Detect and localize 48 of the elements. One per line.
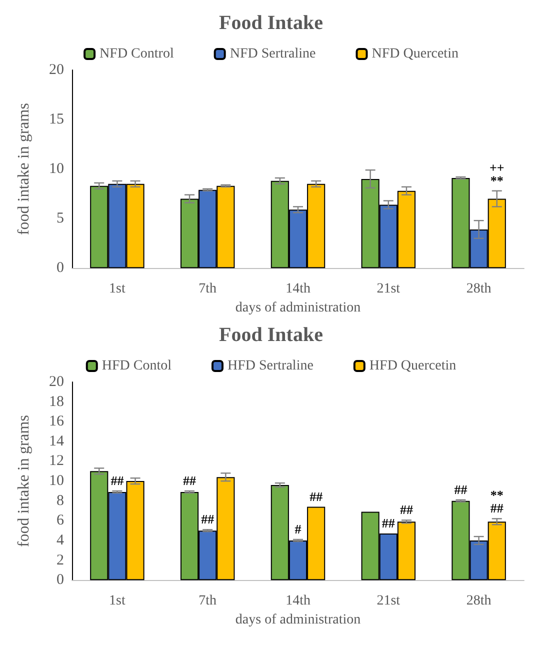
y-tick-label: 18 bbox=[49, 394, 64, 410]
y-tick-label: 15 bbox=[49, 112, 64, 128]
chart-title: Food Intake bbox=[219, 12, 324, 34]
y-tick-label: 0 bbox=[56, 572, 64, 588]
data-label: ## bbox=[454, 482, 468, 497]
y-tick-label: 10 bbox=[49, 473, 64, 490]
chart-title: Food Intake bbox=[219, 324, 324, 346]
data-label: ## bbox=[382, 516, 396, 531]
y-tick-label: 14 bbox=[49, 433, 64, 450]
x-tick-label: 21st bbox=[376, 594, 400, 609]
legend-label: HFD Quercetin bbox=[369, 358, 456, 374]
data-label: ## bbox=[400, 502, 414, 518]
data-label: ## bbox=[201, 512, 215, 527]
y-tick-label: 16 bbox=[49, 414, 64, 430]
data-label: ** ## bbox=[490, 488, 504, 516]
x-tick-label: 21st bbox=[376, 282, 400, 297]
y-tick-label: 20 bbox=[49, 374, 64, 390]
x-tick-label: 14th bbox=[286, 594, 310, 609]
data-label: ## bbox=[183, 472, 197, 488]
y-tick-label: 10 bbox=[49, 161, 64, 178]
y-axis-title: food intake in grams bbox=[16, 415, 32, 548]
data-label: ## bbox=[310, 488, 324, 504]
y-axis-title: food intake in grams bbox=[16, 103, 32, 236]
x-tick-label: 28th bbox=[466, 282, 492, 297]
legend-label: NFD Control bbox=[100, 46, 174, 62]
y-tick-label: 5 bbox=[56, 210, 64, 227]
y-tick-label: 4 bbox=[56, 532, 64, 548]
legend-label: HFD Sertraline bbox=[228, 358, 314, 374]
x-tick-label: 1st bbox=[109, 594, 126, 609]
y-tick-label: 8 bbox=[56, 492, 64, 509]
y-tick-label: 2 bbox=[56, 552, 64, 568]
x-axis-title: days of administration bbox=[235, 300, 361, 316]
x-tick-label: 1st bbox=[109, 282, 126, 297]
y-tick-label: 12 bbox=[49, 453, 64, 470]
x-tick-label: 14th bbox=[286, 282, 310, 297]
data-label: ++ ** bbox=[489, 160, 504, 188]
x-axis-title: days of administration bbox=[235, 612, 361, 628]
x-tick-label: 7th bbox=[198, 594, 217, 609]
legend-label: NFD Sertraline bbox=[230, 46, 316, 62]
legend-label: HFD Contol bbox=[102, 358, 172, 374]
y-tick-label: 0 bbox=[56, 260, 64, 276]
legend-label: NFD Quercetin bbox=[372, 46, 458, 62]
data-label: ## bbox=[110, 472, 124, 488]
x-tick-label: 7th bbox=[198, 282, 217, 297]
y-tick-label: 6 bbox=[56, 512, 64, 529]
y-tick-label: 20 bbox=[49, 62, 64, 78]
data-label: # bbox=[294, 521, 302, 536]
x-tick-label: 28th bbox=[466, 594, 492, 609]
